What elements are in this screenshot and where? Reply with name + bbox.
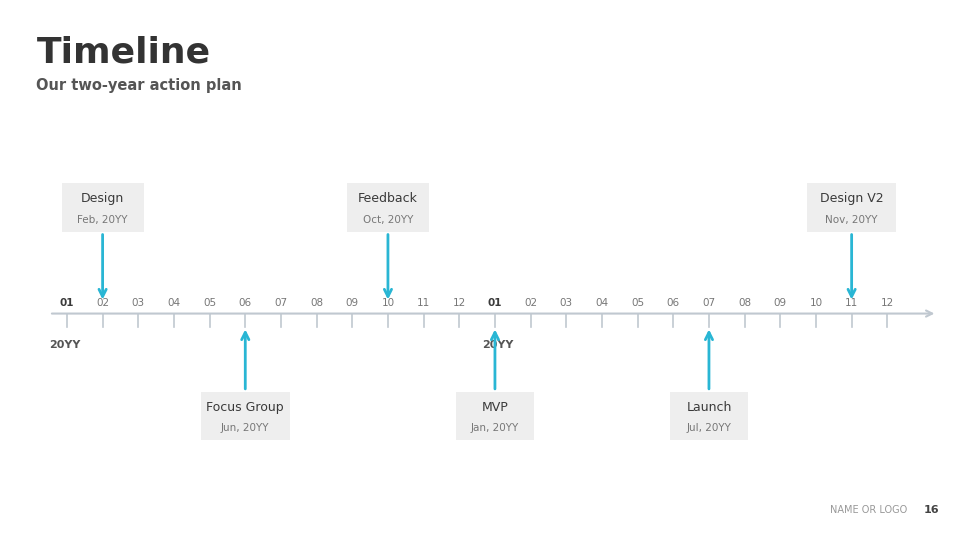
Text: 16: 16	[924, 505, 939, 515]
Text: 11: 11	[845, 298, 858, 308]
Text: 08: 08	[310, 298, 324, 308]
Text: Jun, 20YY: Jun, 20YY	[221, 423, 270, 433]
FancyBboxPatch shape	[807, 184, 897, 232]
Text: 04: 04	[167, 298, 180, 308]
Text: 02: 02	[96, 298, 109, 308]
Text: 06: 06	[667, 298, 680, 308]
Text: 05: 05	[204, 298, 216, 308]
Text: Launch: Launch	[686, 401, 732, 414]
Text: Design: Design	[81, 192, 124, 205]
Text: Feb, 20YY: Feb, 20YY	[78, 214, 128, 225]
Text: 07: 07	[703, 298, 715, 308]
Text: Jul, 20YY: Jul, 20YY	[686, 423, 732, 433]
Text: NAME OR LOGO: NAME OR LOGO	[830, 505, 907, 515]
Text: 08: 08	[738, 298, 751, 308]
FancyBboxPatch shape	[670, 392, 748, 440]
Text: Focus Group: Focus Group	[206, 401, 284, 414]
Text: Design V2: Design V2	[820, 192, 883, 205]
Text: 10: 10	[809, 298, 823, 308]
Text: 01: 01	[488, 298, 502, 308]
FancyBboxPatch shape	[456, 392, 534, 440]
Text: Timeline: Timeline	[36, 35, 210, 69]
Text: 09: 09	[774, 298, 787, 308]
Text: 04: 04	[595, 298, 609, 308]
Text: 12: 12	[880, 298, 894, 308]
FancyBboxPatch shape	[201, 392, 290, 440]
Text: 01: 01	[60, 298, 74, 308]
Text: Oct, 20YY: Oct, 20YY	[363, 214, 413, 225]
Text: 07: 07	[275, 298, 287, 308]
Text: 03: 03	[560, 298, 573, 308]
Text: 11: 11	[417, 298, 430, 308]
Text: 06: 06	[239, 298, 252, 308]
Text: 05: 05	[631, 298, 644, 308]
Text: Jan, 20YY: Jan, 20YY	[470, 423, 519, 433]
Text: MVP: MVP	[482, 401, 509, 414]
FancyBboxPatch shape	[61, 184, 144, 232]
Text: Our two-year action plan: Our two-year action plan	[36, 78, 242, 93]
FancyBboxPatch shape	[347, 184, 429, 232]
Text: 20YY: 20YY	[483, 340, 514, 349]
Text: 10: 10	[381, 298, 395, 308]
Text: 03: 03	[132, 298, 145, 308]
Text: 09: 09	[346, 298, 359, 308]
Text: Nov, 20YY: Nov, 20YY	[826, 214, 877, 225]
Text: 20YY: 20YY	[49, 340, 81, 349]
Text: 02: 02	[524, 298, 538, 308]
Text: Feedback: Feedback	[358, 192, 418, 205]
Text: 12: 12	[453, 298, 466, 308]
